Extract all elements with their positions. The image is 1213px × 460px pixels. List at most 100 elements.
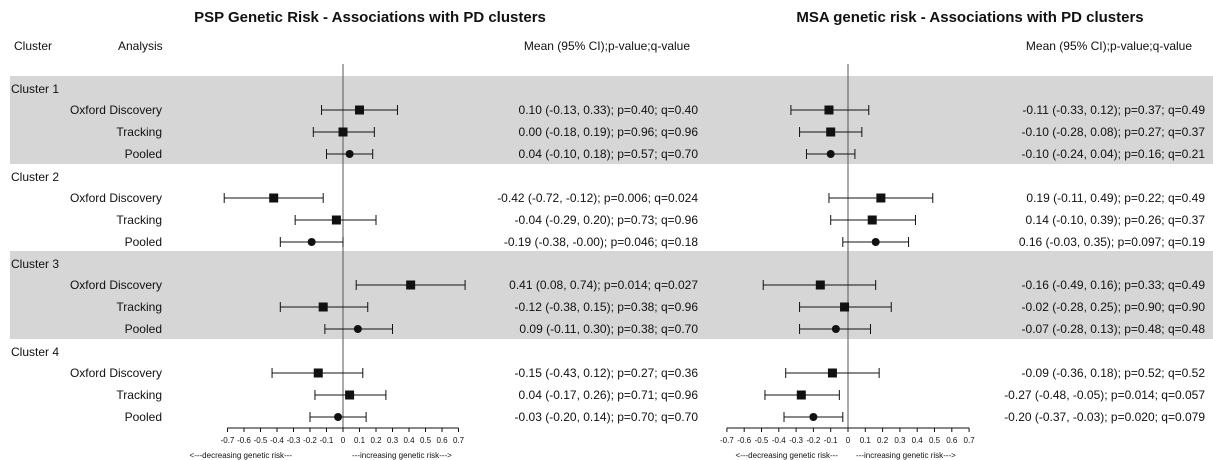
psp-tick-label: -0.2 [303, 436, 317, 445]
psp-tick-label: -0.7 [221, 436, 235, 445]
msa-stat-text: -0.07 (-0.28, 0.13); p=0.48; q=0.48 [1022, 322, 1206, 336]
msa-stat-text: -0.16 (-0.49, 0.16); p=0.33; q=0.49 [1022, 278, 1206, 292]
msa-stat-text: -0.11 (-0.33, 0.12); p=0.37; q=0.49 [1022, 103, 1205, 117]
psp-pooled-estimate-point [307, 238, 316, 246]
msa-pooled-estimate-point [831, 325, 840, 333]
psp-stat-text: 0.10 (-0.13, 0.33); p=0.40; q=0.40 [519, 103, 699, 117]
psp-estimate-point [355, 105, 364, 115]
psp-stat-text: -0.42 (-0.72, -0.12); p=0.006; q=0.024 [497, 191, 698, 205]
msa-tick-label: 0.4 [912, 436, 924, 445]
msa-stat-column-header: Mean (95% CI);p-value;q-value [1026, 39, 1192, 53]
msa-estimate-point [796, 390, 806, 400]
cluster-label: Cluster 4 [11, 345, 59, 359]
psp-estimate-point [406, 280, 416, 290]
msa-pooled-estimate-point [826, 150, 835, 158]
psp-tick-label: -0.6 [237, 436, 251, 445]
msa-estimate-point [827, 368, 837, 378]
psp-tick-label: 0.1 [354, 436, 366, 445]
msa-decreasing-label: <---decreasing genetic risk--- [736, 451, 839, 460]
analysis-label: Pooled [125, 147, 162, 161]
psp-tick-label: 0.2 [370, 436, 382, 445]
analysis-label: Oxford Discovery [70, 191, 162, 205]
psp-tick-label: 0 [341, 436, 346, 445]
msa-tick-label: 0 [846, 436, 851, 445]
msa-tick-label: 0.2 [877, 436, 889, 445]
msa-pooled-estimate-point [871, 238, 880, 246]
msa-tick-label: 0.7 [964, 436, 976, 445]
psp-estimate-point [269, 193, 279, 203]
msa-tick-label: 0.5 [929, 436, 941, 445]
msa-tick-label: -0.2 [807, 436, 821, 445]
psp-stat-text: -0.03 (-0.20, 0.14); p=0.70; q=0.70 [515, 410, 699, 424]
psp-stat-text: 0.09 (-0.11, 0.30); p=0.38; q=0.70 [519, 322, 698, 336]
psp-stat-text: -0.15 (-0.43, 0.12); p=0.27; q=0.36 [515, 366, 699, 380]
psp-estimate-point [318, 302, 328, 312]
psp-estimate-point [338, 127, 348, 137]
msa-tick-label: 0.6 [946, 436, 958, 445]
row-labels: Cluster 1 Oxford Discovery Tracking Pooled C… [11, 82, 162, 424]
msa-stat-text: -0.10 (-0.28, 0.08); p=0.27; q=0.37 [1022, 125, 1206, 139]
msa-increasing-label: ---increasing genetic risk---> [856, 451, 956, 460]
msa-stat-text: -0.10 (-0.24, 0.04); p=0.16; q=0.21 [1022, 147, 1206, 161]
psp-stat-text: 0.41 (0.08, 0.74); p=0.014; q=0.027 [509, 278, 698, 292]
psp-stat-column-header: Mean (95% CI);p-value;q-value [524, 39, 690, 53]
psp-pooled-estimate-point [353, 325, 362, 333]
analysis-label: Pooled [125, 322, 162, 336]
psp-tick-label: 0.4 [403, 436, 415, 445]
msa-estimate-point [826, 127, 836, 137]
msa-stat-text: -0.09 (-0.36, 0.18); p=0.52; q=0.52 [1022, 366, 1206, 380]
msa-tick-label: -0.4 [772, 436, 786, 445]
psp-tick-label: -0.5 [254, 436, 268, 445]
psp-stat-text: 0.04 (-0.10, 0.18); p=0.57; q=0.70 [519, 147, 699, 161]
analysis-column-header: Analysis [118, 39, 163, 53]
msa-estimate-point [824, 105, 834, 115]
msa-tick-label: -0.7 [720, 436, 734, 445]
psp-stat-text: -0.19 (-0.38, -0.00); p=0.046; q=0.18 [504, 235, 698, 249]
msa-estimate-point [876, 193, 886, 203]
analysis-label: Tracking [116, 125, 162, 139]
psp-estimate-point [345, 390, 355, 400]
psp-pooled-estimate-point [334, 413, 343, 421]
psp-tick-label: 0.5 [420, 436, 432, 445]
psp-stat-text: 0.04 (-0.17, 0.26); p=0.71; q=0.96 [519, 388, 699, 402]
analysis-label: Oxford Discovery [70, 366, 162, 380]
psp-tick-label: 0.7 [453, 436, 465, 445]
msa-panel-title: MSA genetic risk - Associations with PD … [796, 9, 1143, 26]
msa-tick-label: -0.5 [755, 436, 769, 445]
psp-tick-label: -0.3 [287, 436, 301, 445]
cluster-band-3 [10, 251, 1213, 339]
msa-tick-label: 0.1 [860, 436, 872, 445]
analysis-label: Oxford Discovery [70, 278, 162, 292]
analysis-label: Pooled [125, 235, 162, 249]
cluster-band-1 [10, 76, 1213, 164]
cluster-bands [10, 76, 1213, 339]
msa-stat-text: -0.27 (-0.48, -0.05); p=0.014; q=0.057 [1004, 388, 1205, 402]
analysis-label: Tracking [116, 213, 162, 227]
psp-estimate-point [331, 215, 341, 225]
analysis-label: Tracking [116, 300, 162, 314]
msa-stat-text: 0.19 (-0.11, 0.49); p=0.22; q=0.49 [1026, 191, 1205, 205]
msa-stat-text: 0.16 (-0.03, 0.35); p=0.097; q=0.19 [1019, 235, 1205, 249]
msa-tick-label: 0.3 [894, 436, 906, 445]
psp-forest-panel: -0.7 -0.6 -0.5 -0.4 -0.3 -0.2 -0.1 0 0.1 0.2 0.3 0.… [221, 64, 699, 445]
psp-estimate-point [313, 368, 323, 378]
msa-stat-text: -0.20 (-0.37, -0.03); p=0.020; q=0.079 [1004, 410, 1205, 424]
psp-stat-text: -0.12 (-0.38, 0.15); p=0.38; q=0.96 [515, 300, 699, 314]
msa-pooled-estimate-point [809, 413, 818, 421]
cluster-column-header: Cluster [14, 39, 52, 53]
psp-decreasing-label: <---decreasing genetic risk--- [190, 451, 293, 460]
msa-stat-text: 0.14 (-0.10, 0.39); p=0.26; q=0.37 [1026, 213, 1206, 227]
psp-stat-text: 0.00 (-0.18, 0.19); p=0.96; q=0.96 [519, 125, 699, 139]
analysis-label: Pooled [125, 410, 162, 424]
msa-estimate-point [815, 280, 825, 290]
psp-stat-text: -0.04 (-0.29, 0.20); p=0.73; q=0.96 [515, 213, 699, 227]
psp-increasing-label: ---increasing genetic risk---> [352, 451, 452, 460]
psp-panel-title: PSP Genetic Risk - Associations with PD … [194, 9, 546, 26]
msa-stat-text: -0.02 (-0.28, 0.25); p=0.90; q=0.90 [1022, 300, 1206, 314]
psp-pooled-estimate-point [345, 150, 354, 158]
psp-tick-label: 0.6 [436, 436, 448, 445]
analysis-label: Tracking [116, 388, 162, 402]
msa-tick-label: -0.3 [789, 436, 803, 445]
psp-tick-label: -0.1 [320, 436, 334, 445]
